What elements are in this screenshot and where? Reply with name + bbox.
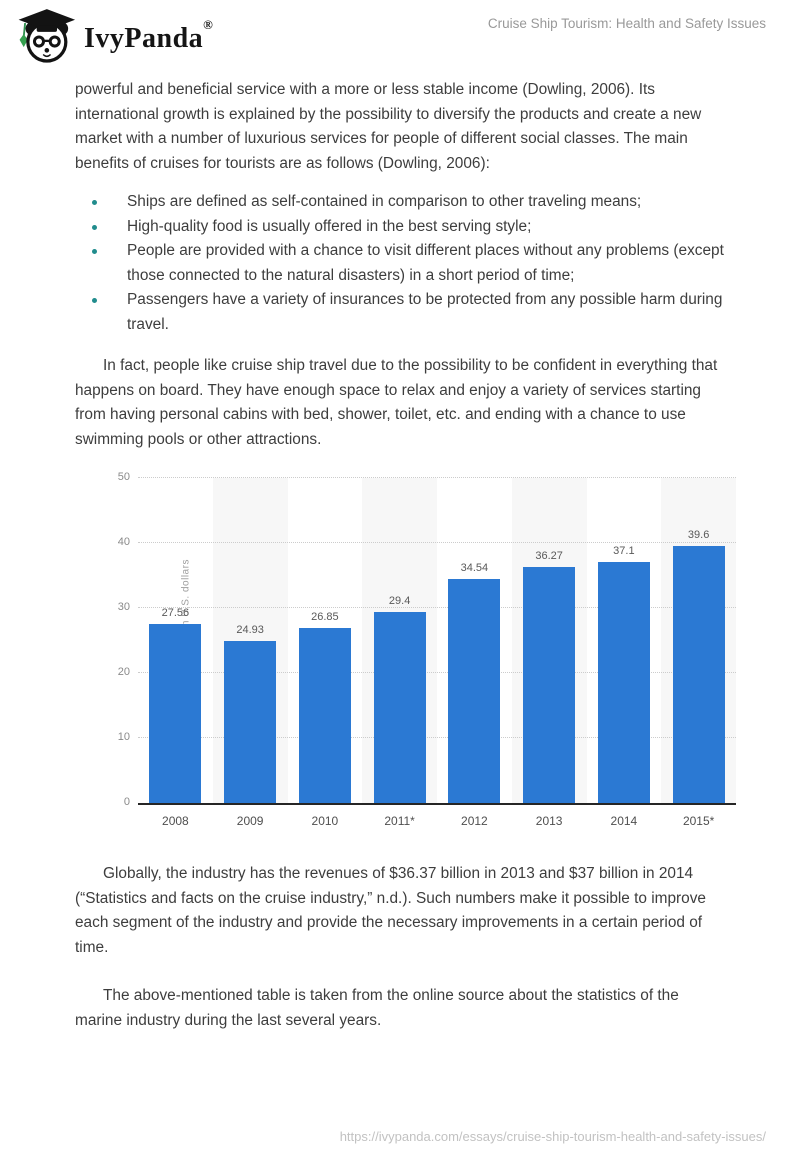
benefit-text: High-quality food is usually offered in … [127,217,532,235]
bar-column-2010: 26.85 [288,478,363,803]
bullet-icon [92,298,97,303]
benefit-text: People are provided with a chance to vis… [127,242,724,284]
bar-2012 [448,578,501,803]
bullet-icon [92,224,97,230]
logo-text: IvyPanda [84,22,204,54]
plot-area: 27.56 24.93 26.85 29.4 34.54 36.27 37.1 39.6 [138,477,736,805]
gridline [138,672,736,673]
y-tick-label: 0 [123,796,130,808]
bullet-icon [92,200,97,205]
gridline [138,477,736,478]
logo-registered-mark: ® [203,16,213,32]
x-tick-label: 2009 [236,814,264,828]
x-tick-label: 2010 [311,814,339,828]
bar-2011* [373,611,426,803]
y-tick-label: 40 [117,536,130,548]
x-tick-label: 2012 [461,814,488,828]
bar-2008 [149,623,202,803]
bar-column-2011*: 29.4 [362,478,437,803]
bullet-icon [92,249,97,254]
paragraph-source-note: The above-mentioned table is taken from … [75,987,679,1029]
x-tick-label: 2008 [162,814,189,828]
bar-column-2013: 36.27 [512,478,587,803]
bar-column-2014: 37.1 [587,478,662,803]
bar-column-2015*: 39.6 [661,478,736,803]
x-tick-label: 2014 [610,814,638,828]
bar-2013 [523,567,576,803]
bar-column-2009: 24.93 [213,478,288,803]
document-title: Cruise Ship Tourism: Health and Safety I… [487,16,766,31]
panda-logo-icon [14,8,76,69]
bar-value-label: 26.85 [311,611,339,624]
y-axis-ticks: 0 10 20 30 40 50 [100,471,138,808]
paragraph-confidence: In fact, people like cruise ship travel … [75,357,718,448]
bar-value-label: 27.56 [161,606,190,619]
bar-column-2008: 27.56 [138,478,213,803]
benefit-item-4: Passengers have a variety of insurances … [92,288,725,337]
bar-value-label: 29.4 [388,594,411,607]
x-tick-label: 2013 [535,814,563,828]
bars: 27.56 24.93 26.85 29.4 34.54 36.27 37.1 39.6 [138,478,736,803]
y-tick-label: 20 [117,666,130,678]
bar-value-label: 24.93 [236,623,264,636]
x-tick-label: 2011* [384,814,415,828]
bar-2014 [597,561,650,803]
y-tick-label: 50 [117,471,130,483]
bar-2015* [672,545,725,803]
benefit-text: Ships are defined as self-contained in c… [127,193,642,210]
gridline [138,607,736,608]
benefits-list: Ships are defined as self-contained in c… [75,190,725,337]
source-url[interactable]: https://ivypanda.com/essays/cruise-ship-… [339,1129,766,1144]
bar-value-label: 37.1 [613,544,635,557]
gridline [138,542,736,543]
benefit-item-2: High-quality food is usually offered in … [92,215,725,240]
bar-2010 [298,628,351,803]
ivypanda-logo[interactable]: IvyPanda® [14,8,213,69]
bar-2009 [224,640,277,803]
page-header: IvyPanda® Cruise Ship Tourism: Health an… [0,0,800,66]
essay-content: powerful and beneficial service with a m… [75,78,736,1033]
bar-value-label: 36.27 [535,550,563,563]
benefit-text: Passengers have a variety of insurances … [127,291,723,333]
bar-value-label: 34.54 [460,561,489,574]
x-tick-label: 2015* [682,814,715,828]
y-tick-label: 10 [117,731,130,743]
y-tick-label: 30 [117,601,130,613]
paragraph-intro: powerful and beneficial service with a m… [75,81,702,172]
paragraph-revenues: Globally, the industry has the revenues … [75,865,706,956]
gridline [138,737,736,738]
bar-value-label: 39.6 [687,528,710,541]
benefit-item-1: Ships are defined as self-contained in c… [92,190,725,215]
bar-column-2012: 34.54 [437,478,512,803]
x-axis-labels: 2008 2009 2010 2011* 2012 2013 2014 2015* [138,805,736,828]
benefit-item-3: People are provided with a chance to vis… [92,239,725,288]
cruise-revenue-bar-chart: Revenue in billion U.S. dollars 01020304… [100,471,740,828]
